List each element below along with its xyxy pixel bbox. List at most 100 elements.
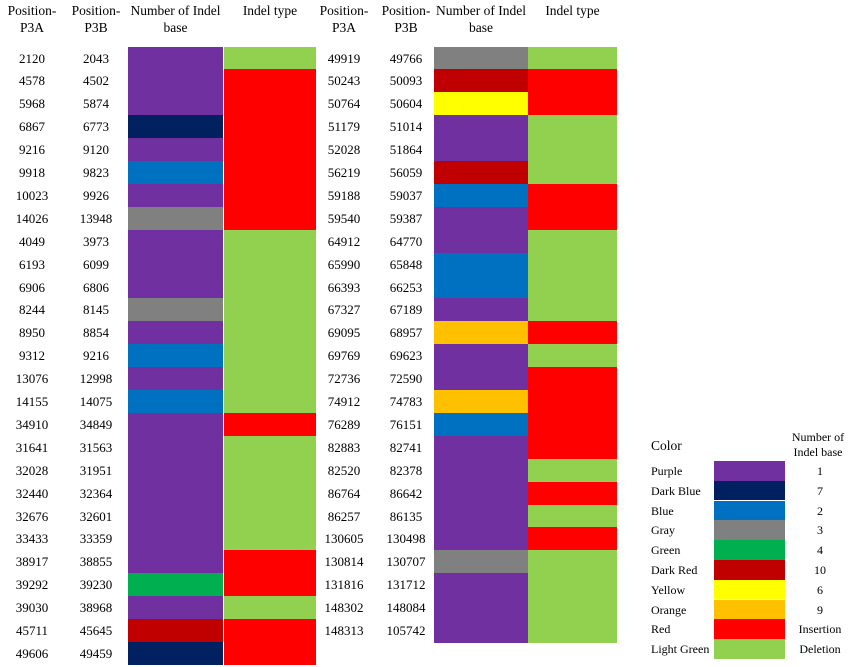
indel-type-color-cell: [528, 527, 617, 551]
indel-type-color-cell: [224, 298, 316, 322]
header-indel-type-left: Indel type: [242, 3, 298, 18]
indel-base-color-cell: [434, 321, 528, 345]
position-p3a-cell: 82883: [327, 439, 361, 455]
position-p3a-cell: 33433: [15, 531, 49, 547]
header-indel-type-right: Indel type: [545, 3, 600, 18]
header-position-p3b-left: Position-P3B: [71, 3, 121, 35]
indel-type-color-cell: [224, 550, 316, 574]
position-p3a-cell: 69095: [327, 325, 361, 341]
legend-value: 10: [814, 563, 826, 577]
position-p3a-cell: 148313: [324, 623, 364, 638]
position-p3a-cell: 130814: [324, 554, 364, 570]
indel-base-color-cell: [434, 367, 528, 391]
position-p3b-cell: 130498: [386, 531, 426, 547]
position-p3b-cell: 39230: [79, 577, 113, 593]
legend-swatch: [714, 560, 785, 580]
indel-type-color-cell: [528, 275, 617, 299]
legend-label: Orange: [651, 602, 687, 617]
position-p3a-cell: 72736: [327, 371, 361, 387]
indel-type-color-cell: [528, 138, 617, 162]
indel-type-color-cell: [224, 46, 316, 70]
legend-swatch: [714, 540, 785, 560]
legend-label: Gray: [651, 523, 675, 538]
position-p3a-cell: 64912: [327, 233, 361, 249]
indel-type-color-cell: [528, 115, 617, 139]
indel-base-color-cell: [128, 275, 223, 299]
position-p3b-cell: 2043: [83, 50, 109, 66]
indel-type-color-cell: [528, 92, 617, 116]
position-p3b-cell: 65848: [389, 256, 423, 272]
position-p3b-cell: 72590: [389, 371, 423, 387]
position-p3b-cell: 66253: [389, 279, 423, 295]
indel-base-color-cell: [128, 435, 223, 460]
position-p3a-cell: 52028: [327, 142, 361, 158]
position-p3a-cell: 74912: [327, 394, 361, 409]
indel-base-color-cell: [128, 550, 223, 574]
position-p3a-cell: 6193: [19, 256, 45, 272]
indel-type-color-cell: [528, 367, 617, 391]
position-p3b-cell: 38855: [79, 554, 113, 570]
indel-base-color-cell: [434, 161, 528, 185]
position-p3b-cell: 148084: [386, 600, 426, 616]
position-p3a-cell: 10023: [15, 187, 49, 203]
indel-type-color-cell: [528, 619, 617, 643]
header-position-p3a-left: Position-P3A: [7, 3, 57, 35]
legend-swatch: [714, 639, 785, 659]
indel-type-color-cell: [528, 458, 617, 483]
indel-base-color-cell: [128, 504, 223, 528]
indel-base-color-cell: [128, 46, 223, 70]
position-p3b-cell: 8145: [83, 302, 109, 318]
position-p3a-cell: 86764: [327, 485, 361, 501]
position-p3b-cell: 50093: [389, 73, 423, 89]
position-p3b-cell: 59037: [389, 187, 423, 203]
position-p3a-cell: 32028: [15, 462, 49, 478]
indel-base-color-cell: [128, 390, 223, 414]
indel-type-color-cell: [528, 69, 617, 93]
legend-value: 2: [817, 503, 823, 518]
position-p3b-cell: 86642: [389, 485, 423, 501]
indel-base-color-cell: [128, 641, 223, 666]
indel-base-color-cell: [434, 206, 528, 231]
legend-swatch: [714, 520, 785, 540]
position-p3b-cell: 13948: [79, 210, 113, 226]
indel-type-color-cell: [224, 92, 316, 116]
indel-type-color-cell: [224, 275, 316, 299]
indel-base-color-cell: [128, 481, 223, 506]
position-p3a-cell: 67327: [327, 302, 361, 318]
position-p3b-cell: 59387: [389, 210, 423, 226]
header-number-indel-left: Number of Indel base: [130, 3, 221, 35]
position-p3b-cell: 49459: [79, 645, 113, 661]
indel-type-color-cell: [224, 138, 316, 162]
indel-type-color-cell: [224, 69, 316, 93]
indel-base-color-cell: [128, 321, 223, 345]
indel-base-color-cell: [128, 596, 223, 620]
indel-type-color-cell: [528, 390, 617, 414]
legend-label: Yellow: [651, 582, 686, 597]
position-p3a-cell: 51179: [327, 119, 361, 135]
position-p3a-cell: 59188: [327, 187, 361, 203]
position-p3a-cell: 49919: [327, 50, 361, 66]
indel-type-color-cell: [528, 46, 617, 70]
position-p3b-cell: 76151: [389, 416, 423, 432]
position-p3b-cell: 14075: [79, 394, 113, 409]
position-p3b-cell: 6773: [83, 119, 109, 135]
position-p3a-cell: 9312: [19, 348, 45, 364]
indel-type-color-cell: [224, 344, 316, 368]
indel-type-color-cell: [528, 298, 617, 322]
position-p3b-cell: 51014: [389, 119, 423, 135]
indel-type-color-cell: [528, 573, 617, 597]
indel-type-color-cell: [528, 412, 617, 437]
indel-base-color-cell: [434, 390, 528, 414]
position-p3b-cell: 130707: [386, 554, 426, 570]
indel-type-color-cell: [224, 183, 316, 208]
indel-base-color-cell: [128, 412, 223, 437]
indel-base-color-cell: [434, 69, 528, 93]
indel-type-color-cell: [224, 390, 316, 414]
legend-swatch: [714, 500, 785, 521]
position-p3a-cell: 65990: [327, 256, 361, 272]
indel-base-color-cell: [434, 92, 528, 116]
position-p3b-cell: 12998: [79, 371, 113, 387]
indel-base-color-cell: [128, 138, 223, 162]
indel-base-color-cell: [434, 183, 528, 208]
indel-type-color-cell: [224, 115, 316, 139]
